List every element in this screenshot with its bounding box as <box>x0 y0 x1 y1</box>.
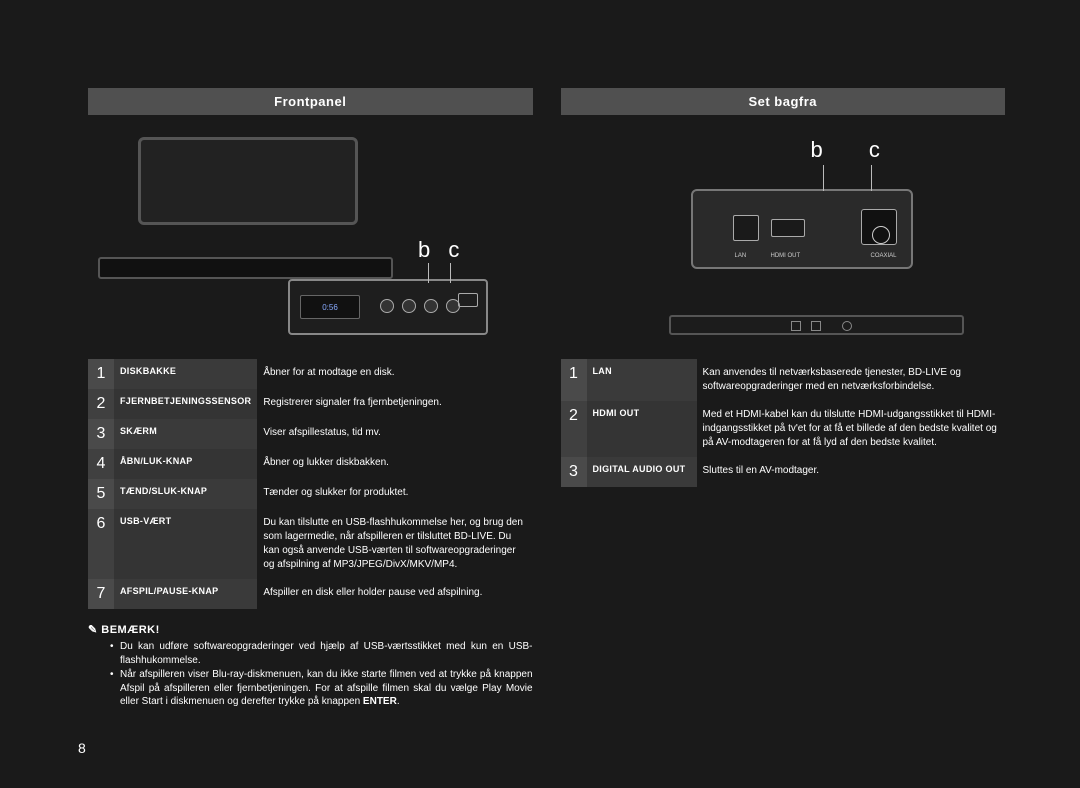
row-name: DISKBAKKE <box>114 359 257 389</box>
table-row: 7AFSPIL/PAUSE-KNAPAfspiller en disk elle… <box>88 579 533 609</box>
row-number: 2 <box>88 389 114 419</box>
table-row: 5TÆND/SLUK-KNAPTænder og slukker for pro… <box>88 479 533 509</box>
table-row: 3SKÆRMViser afspillestatus, tid mv. <box>88 419 533 449</box>
table-row: 3DIGITAL AUDIO OUTSluttes til en AV-modt… <box>561 457 1006 487</box>
row-desc: Du kan tilslutte en USB-flashhukommelse … <box>257 509 532 579</box>
row-number: 3 <box>561 457 587 487</box>
row-name: USB-VÆRT <box>114 509 257 579</box>
rear-panel-header: Set bagfra <box>561 88 1006 115</box>
row-desc: Åbner og lukker diskbakken. <box>257 449 532 479</box>
rear-diagram: b c LAN HDMI OUT COAXIAL <box>561 121 1006 351</box>
note-block: BEMÆRK! Du kan udføre softwareopgraderin… <box>88 623 533 709</box>
row-number: 4 <box>88 449 114 479</box>
table-row: 1LANKan anvendes til netværksbaserede tj… <box>561 359 1006 401</box>
row-name: ÅBN/LUK-KNAP <box>114 449 257 479</box>
note-item: Når afspilleren viser Blu-ray-diskmenuen… <box>110 668 533 709</box>
table-row: 2HDMI OUTMed et HDMI-kabel kan du tilslu… <box>561 401 1006 457</box>
row-name: TÆND/SLUK-KNAP <box>114 479 257 509</box>
row-number: 1 <box>88 359 114 389</box>
row-desc: Sluttes til en AV-modtager. <box>697 457 1006 487</box>
table-row: 6USB-VÆRTDu kan tilslutte en USB-flashhu… <box>88 509 533 579</box>
row-name: HDMI OUT <box>587 401 697 457</box>
row-desc: Afspiller en disk eller holder pause ved… <box>257 579 532 609</box>
row-number: 3 <box>88 419 114 449</box>
row-name: AFSPIL/PAUSE-KNAP <box>114 579 257 609</box>
row-name: LAN <box>587 359 697 401</box>
front-spec-table: 1DISKBAKKEÅbner for at modtage en disk.2… <box>88 359 533 609</box>
note-item: Du kan udføre softwareopgraderinger ved … <box>110 640 533 667</box>
table-row: 2FJERNBETJENINGSSENSORRegistrerer signal… <box>88 389 533 419</box>
row-desc: Kan anvendes til netværksbaserede tjenes… <box>697 359 1006 401</box>
table-row: 4ÅBN/LUK-KNAPÅbner og lukker diskbakken. <box>88 449 533 479</box>
rear-port-hdmi-label: HDMI OUT <box>771 253 801 259</box>
row-desc: Tænder og slukker for produktet. <box>257 479 532 509</box>
row-name: DIGITAL AUDIO OUT <box>587 457 697 487</box>
page-number: 8 <box>78 740 86 756</box>
row-name: FJERNBETJENINGSSENSOR <box>114 389 257 419</box>
table-row: 1DISKBAKKEÅbner for at modtage en disk. <box>88 359 533 389</box>
front-panel-header: Frontpanel <box>88 88 533 115</box>
rear-spec-table: 1LANKan anvendes til netværksbaserede tj… <box>561 359 1006 487</box>
row-number: 1 <box>561 359 587 401</box>
note-title: BEMÆRK! <box>88 623 533 636</box>
front-diagram: 0:56 b c <box>88 121 533 351</box>
row-name: SKÆRM <box>114 419 257 449</box>
rear-callout-letters: b c <box>811 137 900 163</box>
front-display-readout: 0:56 <box>300 295 360 319</box>
row-number: 5 <box>88 479 114 509</box>
row-number: 7 <box>88 579 114 609</box>
rear-port-coax-label: COAXIAL <box>870 253 896 259</box>
row-desc: Viser afspillestatus, tid mv. <box>257 419 532 449</box>
front-callout-letters: b c <box>418 237 465 263</box>
row-desc: Registrerer signaler fra fjernbetjeninge… <box>257 389 532 419</box>
row-number: 2 <box>561 401 587 457</box>
row-number: 6 <box>88 509 114 579</box>
row-desc: Åbner for at modtage en disk. <box>257 359 532 389</box>
row-desc: Med et HDMI-kabel kan du tilslutte HDMI-… <box>697 401 1006 457</box>
rear-port-lan-label: LAN <box>735 253 747 259</box>
